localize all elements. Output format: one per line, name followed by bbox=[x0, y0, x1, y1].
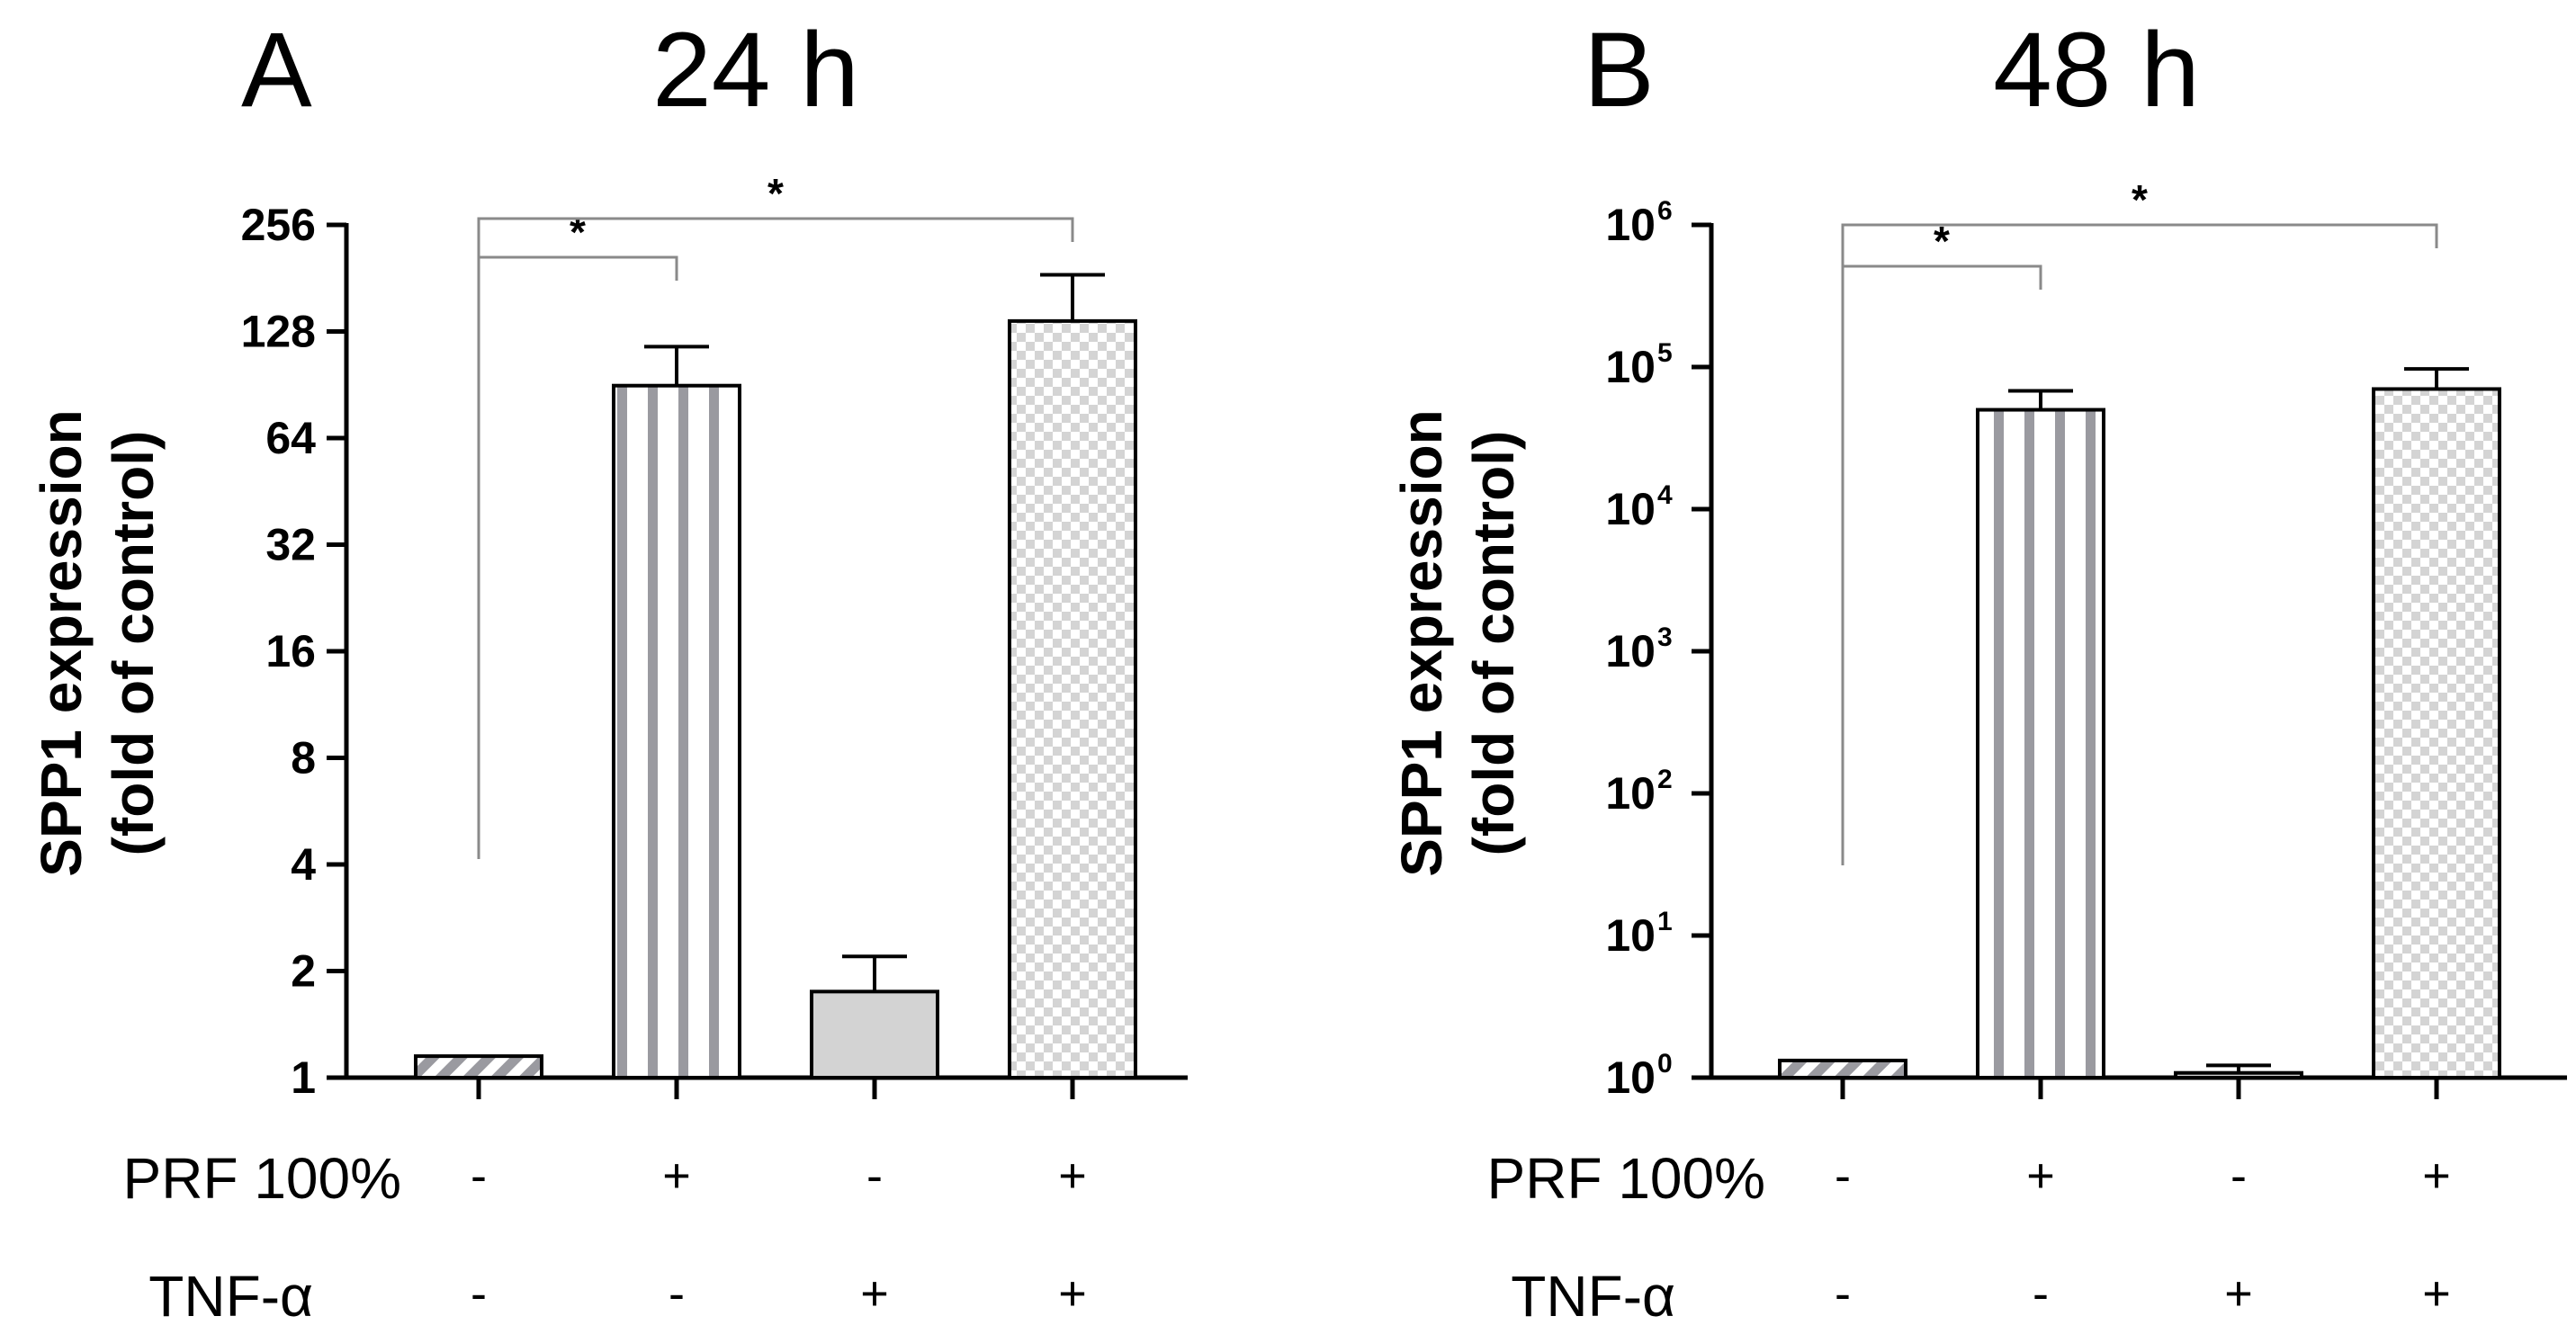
panel-a-ylabel: SPP1 expression (fold of control) bbox=[29, 409, 166, 876]
panel-b-y-tick-label: 10 bbox=[1605, 1052, 1656, 1103]
panel-b-y-tick-label: 10 bbox=[1605, 342, 1656, 392]
panel-a-y-tick-label: 8 bbox=[291, 733, 316, 783]
panel-b-ylabel: SPP1 expression (fold of control) bbox=[1389, 409, 1526, 876]
panel-a-significance-star-2: * bbox=[767, 170, 784, 217]
panel-a-y-tick-label: 2 bbox=[291, 946, 316, 997]
panel-b-y-tick-exponent: 2 bbox=[1657, 765, 1673, 794]
panel-b-ylabel-line2: (fold of control) bbox=[1461, 431, 1526, 856]
panel-a-sign-prf-4: + bbox=[1058, 1149, 1087, 1203]
panel-a-bar-1 bbox=[414, 1054, 543, 1080]
panel-b-significance-bracket-2 bbox=[1841, 223, 2438, 865]
panel-b-y-tick-label: 10 bbox=[1605, 768, 1656, 819]
panel-b-sign-prf-4: + bbox=[2422, 1149, 2451, 1203]
panel-b-y-tick-exponent: 1 bbox=[1657, 907, 1673, 936]
panel-a-significance-star-1: * bbox=[570, 209, 586, 255]
panel-b-bar-3 bbox=[2174, 1070, 2303, 1079]
panel-a-bar-2 bbox=[612, 383, 741, 1079]
panel-b-sign-tnf-4: + bbox=[2422, 1267, 2451, 1321]
panel-b-sign-tnf-2: - bbox=[2033, 1267, 2049, 1321]
panel-a-bar-4 bbox=[1008, 318, 1137, 1080]
panel-b-row-label-prf: PRF 100% bbox=[1487, 1146, 1765, 1211]
panel-a-y-tick-label: 4 bbox=[291, 839, 316, 890]
panel-b-y-tick-exponent: 5 bbox=[1657, 338, 1673, 368]
panel-b-sign-prf-3: - bbox=[2230, 1149, 2247, 1203]
panel-a-sign-tnf-4: + bbox=[1058, 1267, 1087, 1321]
panel-b-letter: B bbox=[1584, 11, 1655, 130]
panel-a-significance-bracket-2 bbox=[477, 217, 1074, 859]
panel-b: B 48 h SPP1 expression (fold of control)… bbox=[1389, 11, 2567, 1329]
panel-b-y-tick-exponent: 0 bbox=[1657, 1049, 1673, 1079]
panel-a-sign-prf-1: - bbox=[471, 1149, 487, 1203]
panel-a-y-tick-label: 16 bbox=[265, 626, 316, 676]
panel-a-sign-tnf-3: + bbox=[860, 1267, 889, 1321]
panel-b-significance-star-1: * bbox=[1934, 218, 1950, 264]
panel-a-sign-prf-2: + bbox=[662, 1149, 691, 1203]
panel-a-y-tick-label: 128 bbox=[241, 307, 316, 357]
panel-a-letter: A bbox=[241, 11, 312, 130]
panel-b-y-tick-exponent: 3 bbox=[1657, 622, 1673, 652]
panel-b-sign-tnf-3: + bbox=[2224, 1267, 2253, 1321]
panel-a-title: 24 h bbox=[652, 11, 859, 130]
panel-a-row-label-prf: PRF 100% bbox=[123, 1146, 401, 1211]
panel-b-y-tick-label: 10 bbox=[1605, 626, 1656, 676]
panel-b-sign-tnf-1: - bbox=[1835, 1267, 1851, 1321]
panel-a-ylabel-line2: (fold of control) bbox=[101, 431, 166, 856]
panel-b-y-tick-label: 10 bbox=[1605, 484, 1656, 534]
panel-b-y-tick-exponent: 4 bbox=[1657, 480, 1673, 510]
panel-a-y-tick-label: 32 bbox=[265, 520, 316, 570]
panel-b-sign-prf-2: + bbox=[2026, 1149, 2055, 1203]
panel-a-ylabel-line1: SPP1 expression bbox=[29, 409, 94, 876]
panel-a-y-tick-label: 1 bbox=[291, 1052, 316, 1103]
panel-a: A 24 h SPP1 expression (fold of control)… bbox=[29, 11, 1188, 1329]
panel-a-bar-3 bbox=[810, 989, 939, 1080]
panel-a-row-label-tnf: TNF-α bbox=[148, 1264, 313, 1329]
panel-b-bar-4 bbox=[2372, 387, 2501, 1080]
panel-b-sign-prf-1: - bbox=[1835, 1149, 1851, 1203]
panel-b-ylabel-line1: SPP1 expression bbox=[1389, 409, 1454, 876]
panel-b-y-tick-exponent: 6 bbox=[1657, 196, 1673, 226]
panel-b-y-tick-label: 10 bbox=[1605, 200, 1656, 250]
panel-b-y-tick-label: 10 bbox=[1605, 910, 1656, 961]
panel-b-bar-2 bbox=[1976, 407, 2105, 1079]
panel-a-y-tick-label: 256 bbox=[241, 200, 316, 250]
panel-b-row-label-tnf: TNF-α bbox=[1511, 1264, 1675, 1329]
panel-b-title: 48 h bbox=[1993, 11, 2200, 130]
panel-a-sign-tnf-2: - bbox=[669, 1267, 685, 1321]
panel-b-significance-star-2: * bbox=[2132, 176, 2148, 223]
panel-a-sign-tnf-1: - bbox=[471, 1267, 487, 1321]
panel-a-y-tick-label: 64 bbox=[265, 413, 316, 463]
panel-b-bar-1 bbox=[1778, 1058, 1907, 1080]
panel-a-sign-prf-3: - bbox=[866, 1149, 883, 1203]
panel-a-axes: 1 2 4 8 16 32 64 128 256 - - + - - + + + * * bbox=[241, 170, 1188, 1321]
